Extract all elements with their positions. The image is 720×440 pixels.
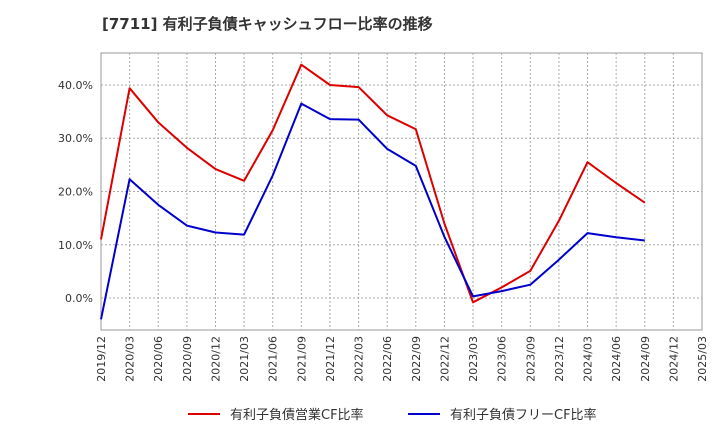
y-tick-label: 40.0% xyxy=(58,79,93,92)
grid xyxy=(101,53,702,330)
x-tick-label: 2020/12 xyxy=(209,336,222,382)
x-tick-label: 2019/12 xyxy=(95,336,108,382)
x-tick-label: 2023/03 xyxy=(467,336,480,382)
y-tick-label: 0.0% xyxy=(65,292,93,305)
series-lines xyxy=(100,63,646,320)
x-tick-label: 2023/06 xyxy=(496,336,509,382)
x-tick-label: 2021/03 xyxy=(238,336,251,382)
x-tick-label: 2022/12 xyxy=(438,336,451,382)
legend-label: 有利子負債営業CF比率 xyxy=(230,407,364,423)
x-tick-label: 2020/03 xyxy=(124,336,137,382)
x-tick-label: 2024/03 xyxy=(582,336,595,382)
series-line-2 xyxy=(100,102,645,320)
x-tick-label: 2021/09 xyxy=(295,336,308,382)
x-tick-label: 2020/06 xyxy=(152,336,165,382)
x-tick-label: 2022/06 xyxy=(381,336,394,382)
x-axis-ticks: 2019/12 2020/03 2020/06 2020/09 2020/12 2021/… xyxy=(95,336,709,382)
x-tick-label: 2024/09 xyxy=(639,336,652,382)
y-axis-ticks: 0.0% 10.0% 20.0% 30.0% 40.0% xyxy=(58,79,93,305)
x-tick-label: 2022/09 xyxy=(410,336,423,382)
legend: 有利子負債営業CF比率 有利子負債フリーCF比率 xyxy=(188,407,597,423)
x-tick-label: 2023/09 xyxy=(524,336,537,382)
x-tick-label: 2024/12 xyxy=(667,336,680,382)
y-tick-label: 10.0% xyxy=(58,239,93,252)
legend-label: 有利子負債フリーCF比率 xyxy=(450,407,597,423)
x-tick-label: 2021/12 xyxy=(324,336,337,382)
x-tick-label: 2021/06 xyxy=(267,336,280,382)
y-tick-label: 30.0% xyxy=(58,132,93,145)
series-line-1 xyxy=(100,63,646,304)
x-tick-label: 2020/09 xyxy=(181,336,194,382)
x-tick-label: 2024/06 xyxy=(610,336,623,382)
x-tick-label: 2025/03 xyxy=(696,336,709,382)
x-tick-label: 2023/12 xyxy=(553,336,566,382)
y-tick-label: 20.0% xyxy=(58,186,93,199)
x-tick-label: 2022/03 xyxy=(353,336,366,382)
chart-title: [7711] 有利子負債キャッシュフロー比率の推移 xyxy=(102,15,433,33)
